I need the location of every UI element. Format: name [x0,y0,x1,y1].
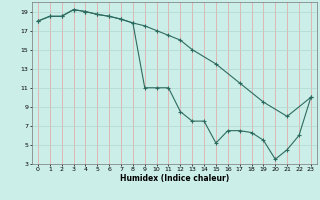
X-axis label: Humidex (Indice chaleur): Humidex (Indice chaleur) [120,174,229,183]
